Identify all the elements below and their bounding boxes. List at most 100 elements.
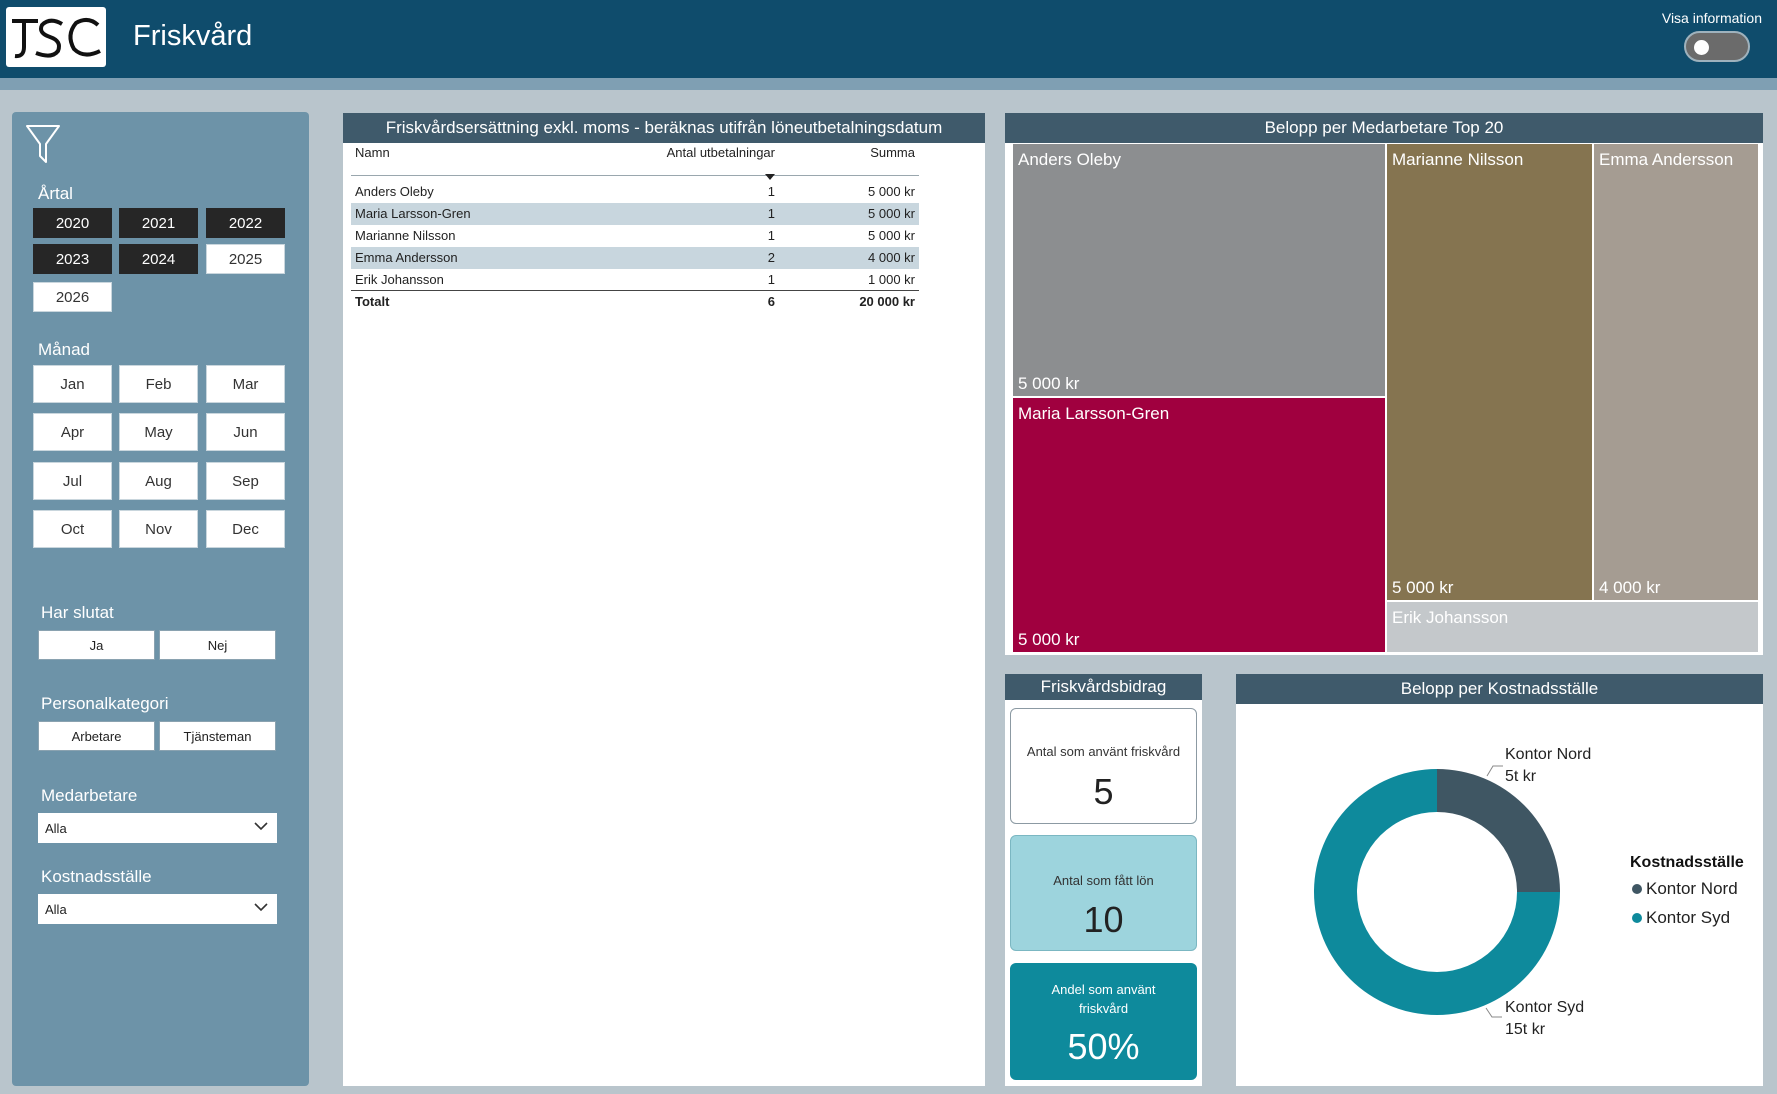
legend-label-nord: Kontor Nord xyxy=(1646,879,1738,898)
month-chip-feb[interactable]: Feb xyxy=(119,365,198,403)
chevron-down-icon xyxy=(254,903,268,912)
donut-label-nord-value: 5t kr xyxy=(1505,768,1537,785)
table-row[interactable]: Maria Larsson-Gren 1 5 000 kr xyxy=(351,202,919,225)
treemap-card: Belopp per Medarbetare Top 20 Anders Ole… xyxy=(1005,113,1763,655)
kpi-title: Friskvårdsbidrag xyxy=(1005,674,1202,700)
column-header-count[interactable]: Antal utbetalningar xyxy=(631,143,779,180)
toggle-knob xyxy=(1694,40,1709,55)
employee-dropdown[interactable]: Alla xyxy=(38,813,277,843)
month-chip-dec[interactable]: Dec xyxy=(206,510,285,548)
year-chip-2020[interactable]: 2020 xyxy=(33,208,112,238)
column-header-count-label: Antal utbetalningar xyxy=(666,145,775,160)
table-row[interactable]: Marianne Nilsson 1 5 000 kr xyxy=(351,225,919,247)
treemap-title: Belopp per Medarbetare Top 20 xyxy=(1005,113,1763,143)
payment-table: Namn Antal utbetalningar Summa Anders Ol… xyxy=(351,143,919,313)
total-count: 6 xyxy=(631,290,779,313)
kpi-share-label: Andel som använt friskvård xyxy=(1051,982,1156,1016)
legend-item-syd[interactable]: Kontor Syd xyxy=(1632,908,1730,928)
legend-title: Kostnadsställe xyxy=(1630,854,1744,871)
costcenter-dropdown-value: Alla xyxy=(45,901,67,917)
year-chip-2022[interactable]: 2022 xyxy=(206,208,285,238)
total-label: Totalt xyxy=(351,290,631,313)
table-row[interactable]: Anders Oleby 1 5 000 kr xyxy=(351,181,919,203)
year-chip-2025[interactable]: 2025 xyxy=(206,244,285,274)
costcenter-title: Belopp per Kostnadsställe xyxy=(1236,674,1763,704)
category-worker-button[interactable]: Arbetare xyxy=(38,721,155,751)
quit-no-button[interactable]: Nej xyxy=(159,630,276,660)
month-chip-sep[interactable]: Sep xyxy=(206,462,285,500)
treemap-cell-name: Erik Johansson xyxy=(1392,608,1509,627)
year-filter-label: Årtal xyxy=(38,184,73,203)
year-chip-2026[interactable]: 2026 xyxy=(33,282,112,312)
year-chip-2021[interactable]: 2021 xyxy=(119,208,198,238)
kpi-used-label: Antal som använt friskvård xyxy=(1026,744,1181,759)
cell-count: 1 xyxy=(631,202,779,225)
column-header-sum[interactable]: Summa xyxy=(779,143,919,176)
month-chip-jan[interactable]: Jan xyxy=(33,365,112,403)
cell-sum: 5 000 kr xyxy=(868,228,915,243)
month-chip-nov[interactable]: Nov xyxy=(119,510,198,548)
payment-table-card: Friskvårdsersättning exkl. moms - beräkn… xyxy=(343,113,985,1086)
column-header-name[interactable]: Namn xyxy=(351,143,631,176)
category-salaried-button[interactable]: Tjänsteman xyxy=(159,721,276,751)
cell-count: 1 xyxy=(767,271,775,287)
treemap-cell-name: Marianne Nilsson xyxy=(1392,150,1524,169)
table-total-row: Totalt 6 20 000 kr xyxy=(351,290,919,313)
treemap-cell-name: Anders Oleby xyxy=(1018,150,1121,169)
jsc-logo-mark xyxy=(12,18,101,59)
chevron-down-icon xyxy=(254,822,268,831)
kpi-share-value: 50% xyxy=(1067,1026,1140,1067)
costcenter-dropdown[interactable]: Alla xyxy=(38,894,277,924)
treemap-cell-emma[interactable]: Emma Andersson 4 000 kr xyxy=(1594,144,1758,600)
cell-name: Marianne Nilsson xyxy=(355,228,456,243)
treemap-cell-marianne[interactable]: Marianne Nilsson 5 000 kr xyxy=(1387,144,1592,600)
cell-sum: 5 000 kr xyxy=(868,184,915,199)
table-body: Anders Oleby 1 5 000 kr Maria Larsson-Gren 1… xyxy=(351,176,919,313)
month-chip-jul[interactable]: Jul xyxy=(33,462,112,500)
treemap-cell-value: 4 000 kr xyxy=(1599,578,1661,597)
table-row[interactable]: Erik Johansson 1 1 000 kr xyxy=(351,269,919,291)
header-divider xyxy=(0,78,1777,90)
quit-filter-label: Har slutat xyxy=(41,603,114,622)
kpi-share-tile: Andel som använt friskvård 50% xyxy=(1010,963,1197,1080)
month-chip-apr[interactable]: Apr xyxy=(33,413,112,451)
info-toggle-label: Visa information xyxy=(1661,10,1762,26)
table-header-row: Namn Antal utbetalningar Summa xyxy=(351,143,919,180)
legend-dot-syd xyxy=(1632,913,1642,923)
treemap-cell-name: Emma Andersson xyxy=(1599,150,1734,169)
treemap-cell-value: 5 000 kr xyxy=(1392,578,1454,597)
month-chip-jun[interactable]: Jun xyxy=(206,413,285,451)
cell-count: 2 xyxy=(631,246,779,269)
month-chip-mar[interactable]: Mar xyxy=(206,365,285,403)
quit-yes-button[interactable]: Ja xyxy=(38,630,155,660)
jsc-logo xyxy=(6,7,106,67)
cell-count: 1 xyxy=(767,184,775,199)
year-chip-2024[interactable]: 2024 xyxy=(119,244,198,274)
month-chip-oct[interactable]: Oct xyxy=(33,510,112,548)
treemap-cell-erik[interactable]: Erik Johansson xyxy=(1387,602,1758,652)
kpi-paid-tile: Antal som fått lön 10 xyxy=(1010,835,1197,951)
sort-desc-icon xyxy=(765,174,775,180)
treemap-cell-maria[interactable]: Maria Larsson-Gren 5 000 kr xyxy=(1013,398,1385,652)
treemap-cell-name: Maria Larsson-Gren xyxy=(1018,404,1170,423)
info-toggle[interactable] xyxy=(1684,31,1750,62)
kpi-used-value: 5 xyxy=(1093,771,1114,812)
employee-filter-label: Medarbetare xyxy=(41,786,138,805)
year-chip-2023[interactable]: 2023 xyxy=(33,244,112,274)
cell-name: Emma Andersson xyxy=(351,246,631,269)
table-row[interactable]: Emma Andersson 2 4 000 kr xyxy=(351,246,919,269)
filter-icon xyxy=(26,125,60,163)
app-header: Friskvård Visa information xyxy=(0,0,1777,78)
kpi-paid-label: Antal som fått lön xyxy=(1053,873,1154,888)
legend-dot-nord xyxy=(1632,884,1642,894)
donut-label-syd: Kontor Syd 15t kr xyxy=(1505,997,1584,1041)
donut-label-nord: Kontor Nord 5t kr xyxy=(1505,744,1591,788)
treemap-cell-anders[interactable]: Anders Oleby 5 000 kr xyxy=(1013,144,1385,396)
legend-item-nord[interactable]: Kontor Nord xyxy=(1632,879,1738,899)
payment-table-title: Friskvårdsersättning exkl. moms - beräkn… xyxy=(343,113,985,143)
month-chip-aug[interactable]: Aug xyxy=(119,462,198,500)
kpi-paid-value: 10 xyxy=(1083,899,1124,940)
donut-label-syd-value: 15t kr xyxy=(1505,1021,1546,1038)
donut-label-syd-name: Kontor Syd xyxy=(1505,999,1585,1016)
month-chip-may[interactable]: May xyxy=(119,413,198,451)
